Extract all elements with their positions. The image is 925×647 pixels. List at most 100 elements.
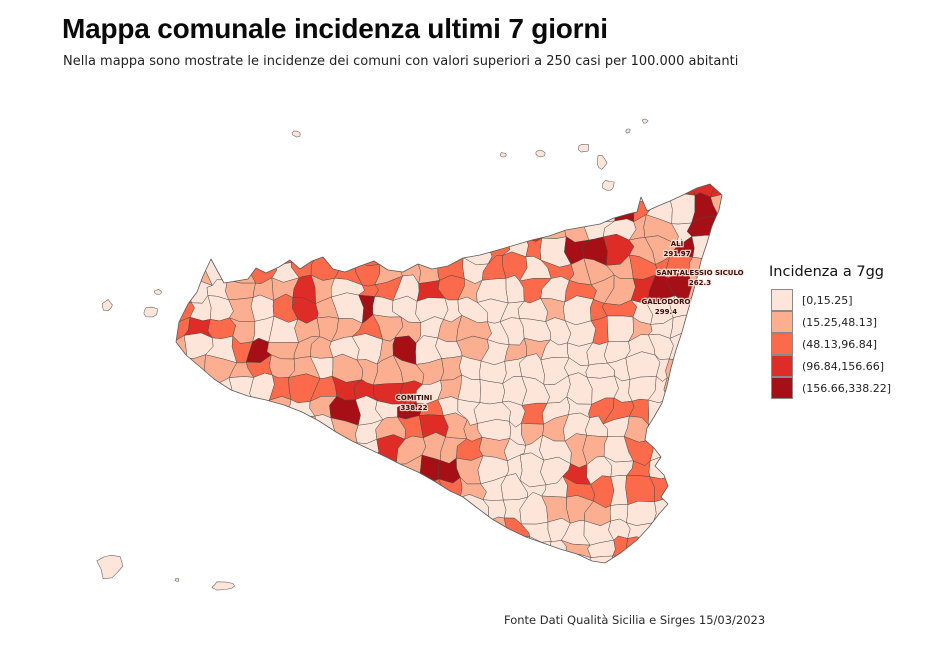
legend-item: (156.66,338.22]	[769, 377, 891, 399]
municipality-label: SANT'ALESSIO SICULO 262.3	[656, 269, 743, 287]
municipality-cell	[395, 551, 421, 563]
municipality-cell	[189, 399, 213, 424]
legend-label: (156.66,338.22]	[802, 381, 892, 395]
municipality-cell	[733, 415, 757, 442]
municipality-cell	[434, 544, 465, 563]
municipality-cell	[687, 419, 722, 444]
municipality-cell	[225, 517, 258, 540]
municipality-cell	[693, 375, 719, 405]
municipality-cell	[691, 235, 715, 260]
municipality-cell	[176, 460, 193, 485]
municipality-cell	[625, 558, 647, 563]
municipality-cell	[228, 184, 260, 200]
legend-item: [0,15.25]	[769, 289, 891, 311]
municipality-cell	[709, 375, 722, 405]
municipality-cell	[608, 574, 630, 601]
municipality-cell	[669, 332, 695, 363]
municipality-cell	[330, 478, 360, 504]
municipality-cell	[312, 184, 340, 206]
municipality-cell	[731, 554, 765, 583]
municipality-cell	[710, 485, 722, 508]
municipality-cell	[329, 557, 361, 563]
municipality-cell	[663, 377, 697, 402]
municipality-cell	[498, 536, 530, 561]
municipality-cell	[176, 255, 189, 283]
municipality-cell	[141, 416, 171, 443]
municipality-cell	[607, 555, 629, 563]
municipality-cell	[547, 153, 569, 182]
municipality-cell	[687, 333, 717, 363]
municipality-cell	[646, 184, 678, 185]
municipality-cell	[731, 535, 761, 558]
sicily-coastline	[175, 183, 723, 564]
municipality-cell	[247, 218, 276, 245]
municipality-cell	[230, 403, 256, 421]
municipality-cell	[351, 496, 378, 521]
municipality-cell	[359, 158, 381, 178]
municipality-cell	[375, 535, 396, 559]
municipality-cell	[209, 155, 235, 176]
municipality-cell	[626, 500, 657, 526]
municipality-cell	[460, 215, 487, 243]
municipality-cell	[711, 333, 722, 366]
municipality-cell	[141, 201, 170, 225]
municipality-cell	[267, 204, 300, 225]
municipality-cell	[355, 538, 384, 559]
municipality-cell	[209, 456, 238, 488]
municipality-cell	[269, 159, 296, 180]
municipality-cell	[203, 243, 235, 259]
municipality-cell	[208, 184, 236, 206]
municipality-cell	[687, 314, 716, 338]
municipality-cell	[176, 415, 196, 444]
municipality-cell	[317, 216, 337, 244]
municipality-cell	[669, 184, 698, 185]
municipality-cell	[735, 182, 757, 204]
municipality-cell	[394, 535, 419, 557]
municipality-cell	[145, 338, 171, 360]
municipality-cell	[480, 184, 508, 201]
municipality-cell	[732, 236, 754, 265]
municipality-cell	[413, 197, 445, 225]
municipality-cell	[666, 511, 691, 545]
municipality-cell	[738, 438, 755, 465]
minor-island	[174, 577, 180, 582]
municipality-cell	[689, 575, 719, 603]
municipality-cell	[729, 463, 757, 487]
municipality-cell	[176, 518, 195, 544]
municipality-cell	[504, 558, 530, 563]
municipality-cell	[458, 184, 481, 185]
municipality-cell	[373, 184, 395, 205]
municipality-cell	[709, 502, 722, 526]
municipality-cell	[667, 397, 697, 425]
municipality-cell	[668, 454, 690, 483]
municipality-cell	[710, 521, 722, 546]
municipality-cell	[648, 420, 675, 440]
municipality-cell	[378, 579, 403, 604]
municipality-cell	[372, 495, 402, 523]
municipality-cell	[563, 184, 592, 186]
municipality-cell	[317, 236, 337, 258]
municipality-cell	[687, 294, 720, 322]
figure-subtitle: Nella mappa sono mostrate le incidenze d…	[63, 54, 739, 69]
municipality-cell	[646, 580, 672, 603]
municipality-cell	[290, 157, 319, 183]
municipality-cell	[189, 556, 214, 563]
figure-title: Mappa comunale incidenza ultimi 7 giorni	[62, 13, 608, 44]
municipality-cell	[252, 520, 279, 540]
municipality-cell	[686, 455, 721, 486]
municipality-cell	[668, 554, 697, 563]
municipality-cell	[272, 184, 296, 209]
municipality-cell	[413, 521, 446, 545]
municipality-cell	[397, 575, 422, 604]
municipality-cell	[438, 522, 463, 545]
municipality-cell	[540, 221, 567, 239]
municipality-cell	[191, 479, 211, 500]
municipality-cell	[710, 194, 722, 226]
municipality-cell	[176, 358, 190, 382]
municipality-cell	[144, 556, 174, 583]
legend-label: (15.25,48.13]	[802, 315, 878, 329]
municipality-cell	[460, 197, 485, 224]
municipality-cell	[687, 514, 715, 546]
municipality-cell	[312, 455, 340, 482]
municipality-cell	[394, 496, 420, 523]
